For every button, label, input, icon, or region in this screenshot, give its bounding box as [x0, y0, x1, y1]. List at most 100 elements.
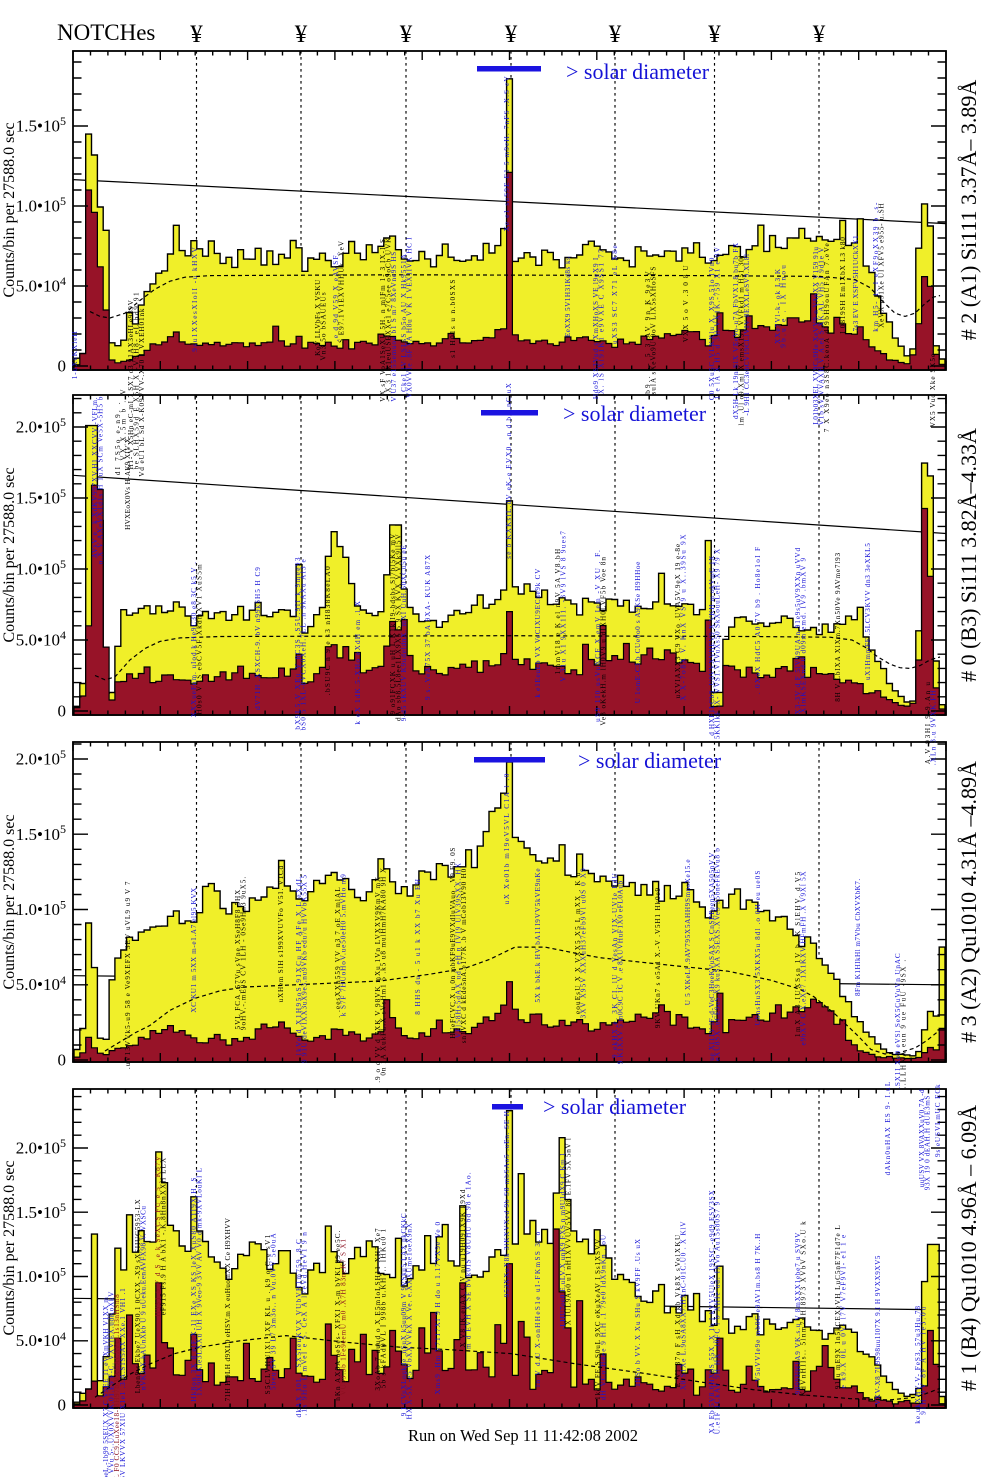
svg-text:HVXEoX0Vs H-AK9 XIV X: HVXEoX0Vs H-AK9 XIV X [124, 437, 132, 530]
svg-text:0: 0 [58, 702, 67, 721]
svg-text:Cke1 lV LSLsS b5o AU X Hk955: Cke1 lV LSLsS b5o AU X Hk9551A [400, 253, 408, 392]
svg-text:KdVnHIIs.. 5lnm7uHl8973 XVbV: KdVnHIIs.. 5lnm7uHl8973 XVbV SXo.U k [800, 1221, 808, 1396]
svg-text:uX1HmmFF .5LCV3KVV dn3 3eXK: uX1HmmFF .5LCV3KVV dn3 3eXKL5 [864, 543, 872, 680]
svg-text:VX sF VoA1SeXU 5H. n mlFm 1-: VX sF VoA1SeXU 5H. n mlFm 1- 3 IX-I-S [379, 239, 387, 402]
svg-text:S5CLVHUlXl 1XF KL u . k9 o C.: S5CLVHUlXl 1XF KL u . k9 o C.e sV1 [264, 1234, 272, 1394]
svg-text:5X k bkE.k HV bA11I9VV5kVE9nK: 5X k bkE.k HV bA11I9VV5kVE9nKe [534, 868, 542, 1002]
svg-text:XA Eb 5V8.0HXbS 55X .X 1b I k: XA Eb 5V8.0HXbS 55X .X 1b I kVV5UleX 19S… [708, 1190, 716, 1434]
svg-text:9 o91FCXK u uH L K1k.I9-bdsbs: 9 o91FCXK u uH L K1k.I9-bdsbs Sl7bl5Ke m… [389, 533, 397, 715]
svg-text:5: 5 [60, 898, 66, 912]
svg-text:.VX.X.5m b . V: .VX.X.5m b . V [120, 389, 128, 465]
svg-text:.bSU9C n 9 e s3 nH838K8eLA0: .bSU9C n 9 e s3 nH838K8eLA0 [324, 566, 332, 695]
svg-text:¥: ¥ [400, 21, 413, 48]
svg-text:.e d.9d V59 X eAVSF.: .e d.9d V59 X eAVSF. [332, 253, 340, 341]
svg-text:5: 5 [60, 557, 66, 571]
svg-text:> solar diameter: > solar diameter [578, 748, 722, 773]
svg-text:Counts/bin per 27588.0 sec: Counts/bin per 27588.0 sec [1, 122, 18, 297]
svg-text:# 0 (B3) Si111 3.82Å–4.33Å: # 0 (B3) Si111 3.82Å–4.33Å [956, 428, 981, 682]
svg-text:XeVX u51Xe UI XFV5 e955- u.SH: XeVX u51Xe UI XFV5 e955- u.SH [878, 203, 886, 327]
svg-text:H9S1 b V d S .e k SeXCS FU e 5: H9S1 b V d S .e k SeXCS FU e 5 . Ko7V [154, 1155, 162, 1316]
svg-text:5VL FCA .57Vu sVne XSeH8F8 5H: 5VL FCA .57Vu sVne XSeH8F8 5HX [234, 889, 242, 1030]
svg-text:uuUSV VX 8VAXXuV0.7A -d: uuUSV VX 8VAXXuV0.7A -d [918, 1089, 926, 1187]
svg-text:¥: ¥ [609, 21, 622, 48]
svg-text:-L 9H1 CC3ebCV19CLlVIV 8EXXLe: -L 9H1 CC3ebCV19CLlVIV 8EXXLeSV9.XL8l [743, 254, 751, 416]
svg-text:Run on Wed Sep 11 11:42:08 200: Run on Wed Sep 11 11:42:08 2002 [408, 1426, 638, 1445]
svg-text:H0s0 V .S ebCV5F XkdmXV1: H0s0 V .S ebCV5F XkdmXV1 XuS5m [196, 564, 204, 715]
svg-text:k S7F 7HUoHoV.ue50eH0 5.mVHo: k S7F 7HUoHoV.ue50eH0 5.mVHo m9 [340, 874, 348, 1017]
svg-text:8Fm K1HIkHl m7Vbu CbXVXbK7.: 8Fm K1HIkHl m7Vbu CbXVXbK7. [854, 879, 862, 996]
svg-text:7 X X9eo n3S8C.keoA dl9bH: 7 X X9eo n3S8C.keoA dl9bH9ouUFAn 7.eVe [823, 243, 831, 432]
svg-text:1.5•10: 1.5•10 [16, 1203, 60, 1222]
svg-text:m d EVH X SE bVk0IS V8UHU bd: m d EVH X SE bVk0IS V8UHU bd 98 e 1Ao. [465, 1172, 473, 1349]
svg-text:nVK3sX.kAUnXkb U 9 uUeku.EenAV: nVK3sX.kAUnXkb U 9 uUeku.EenAVFX98 V. VX… [140, 1206, 148, 1390]
svg-text:o.X V AXeVX1d1s H 1uX SCm Ve5: o.X V AXeVX1d1s H 1uX SCm Ve5X-5H5 b [97, 396, 105, 564]
svg-text:S E97.1V1EXVHHUk. XeV: S E97.1V1EXVHHUk. XeV [338, 240, 346, 343]
svg-text:U 5 XKeLl .9AV795X5AHH9SmnsXe: U 5 XKeLl .9AV795X5AHH9SmnsXe15.e [684, 859, 692, 1005]
svg-text:nKn AX3A oeSes- XFXI X-m bVKI: nKn AX3A oeSes- XFXI X-m bVKI 99 ee5C. [334, 1231, 342, 1401]
svg-text:d HXF1LCb3 .U0VVXVHEV9 X VKH: d HXF1LCb3 .U0VVXVHEV9 X VKH m okVmC 1X [708, 555, 716, 736]
svg-text:Hk8on 3X 8 elF.X-1l EXe XS KS: Hk8on 3X 8 elF.X-1l EXe XS KS leX XuS80 … [190, 1177, 198, 1401]
svg-text:bX9L5.V XEu V 8C3S .S5U.9I: bX9L5.V XEu V 8C3S .S5U.9II k 9mee93 [294, 557, 302, 729]
svg-text:9 s..VeA75X 37 bA 9XA- KUK A8: 9 s..VeA75X 37 bA 9XA- KUK A87X [424, 554, 432, 700]
svg-text:Vn3 5o bSAUEUs: Vn3 5o bSAUEUs [320, 292, 328, 360]
svg-text:H1- V X5Hn eC-mI 7 SX7 o3 91A: H1- V X5Hn eC-mI 7 SX7 o3 91AX3eHLe989V [127, 299, 135, 469]
svg-text:XXe7Vl-k- ok L3 K: XXe7Vl-k- ok L3 K [774, 268, 782, 344]
svg-text:VX0VVIe .8F VA H8u V K 1 VEX1: VX0VVIe .8F VA H8u V K 1 VEX1IVX HC I [406, 237, 414, 398]
svg-text:X X-7o8X V. KnX VS 9 u X..: X X-7o8X V. KnX VS 9 u X..39Su 9X [680, 534, 688, 701]
svg-text:ke.ukXHV-V- FeS3. 57u3Hu.78: ke.ukXHV-V- FeS3. 57u3Hu.78 [914, 1306, 922, 1424]
svg-text:1.0•10: 1.0•10 [16, 900, 60, 919]
svg-text:ln V d.U X-onHHeS1e uI-FKmSS 3: ln V d.U X-onHHeS1e uI-FKmSS 3. o [534, 1231, 542, 1387]
svg-text:> solar diameter: > solar diameter [566, 59, 710, 84]
svg-text:..LLHKA eun 9 ue FuU -9SX .: ..LLHKA eun 9 ue FuU -9SX . [900, 960, 908, 1089]
svg-text:dAo sb8.5L8ee1LX9X5 5 9 SX: dAo sb8.5L8ee1LX9X5 5 9 SX KVX V.VXk9ll5… [395, 533, 403, 721]
svg-text:VXV-X8 7L9S98uu1I07X 9.I H 9VX: VXV-X8 7L9S98uu1I07X 9.I H 9VXX9XV5 [874, 1255, 882, 1405]
svg-text:9s eUSVLmUC ECk: 9s eUSVLmUC ECk [934, 1084, 942, 1157]
svg-text:km H5- 1. I eXF9oXX39 b .s-: km H5- 1. I eXF9oXX39 b .s- [872, 202, 880, 332]
svg-text:4: 4 [60, 274, 66, 288]
svg-text:9IH.9V 8F A HV Ie3.0u: 9IH.9V 8F A HV Ie3.0u [920, 1306, 928, 1414]
svg-text:lkVe d X1H95oS 91XCu HF AFe: lkVe d X1H95oS 91XCu HF AFe X L eXdL [295, 877, 303, 1055]
svg-text:¥: ¥ [295, 21, 308, 48]
svg-text:9KV UKn7 s e5A1 X.-V .V5H1 Hk: 9KV UKn7 s e5A1 X.-V .V5H1 Hk0e9 [654, 887, 662, 1028]
svg-text:EeXX9 5V1H31Kd8s ks: EeXX9 5V1H31Kd8s ks [564, 257, 572, 337]
svg-text:VFl58Hs5dAX ud. eH n IVI9 Ul: VFl58Hs5dAX ud. eH n IVI9 UlV39SXX. HX [455, 862, 463, 1038]
svg-text:3XV X95V XXXuH37eFb9Vl u0S 0: 3XV X95V XXXuH37eFb9Vl u0S 0 X9 [580, 868, 588, 1019]
svg-text:8H V LbIXA XlXm.7Xn50Ve 9AVme7: 8H V LbIXA XlXm.7Xn50Ve 9AVme7l93 [834, 552, 842, 701]
svg-text:¥: ¥ [190, 21, 203, 48]
svg-text:E Vl 37o F sH Xd kb Vk8X sV: E Vl 37o F sH Xd kb Vk8X sVelXKU [674, 1234, 682, 1387]
svg-text:2.0•10: 2.0•10 [16, 1139, 60, 1158]
svg-text:5b s kFAd0VL I 998b u.KH7..: 5b s kFAd0VL I 998b u.KH7.. IHKu0 1 [380, 1228, 388, 1388]
svg-text:A.V 93HI 9.9.An u: A.V 93HI 9.9.An u [924, 682, 932, 765]
svg-text:5beu.SV 39 L7 3m3o.. n Vu.0VV: 5beu.SV 39 L7 3m3o.. n Vu.0VV 5e0uA [270, 1233, 278, 1390]
svg-text:uXVIAXX3 C9 VXo .UVA5V.9eX 1: uXVIAXX3 C9 VXo .UVA5V.9eX 19 e-8e [674, 544, 682, 699]
svg-text:9809HH1A9 VK.s.u V 8mXXX1ebe7: 9809HH1A9 VK.s.u V 8mXXX1ebe7 u SV9V [794, 1232, 802, 1395]
svg-text:Ve8 oKekH.m lH0V9 u dIXH0LVF5: Ve8 oKekH.m lH0V9 u dIXH0LVF5b Voe 8n [600, 557, 608, 726]
svg-text:uX Xe01b m19eV5VL C1A l .0: uX Xe01b m19eV5VL C1A l .0 [503, 773, 511, 904]
svg-text:uXHem SlH s199XVUVFo V51. V1Cd: uXHem SlH s199XVUVFo V51. V1Cd [277, 866, 285, 1003]
svg-text:5.0•10: 5.0•10 [16, 975, 60, 994]
svg-text:Xms9 .Hm V7117XI 9 H do u 1.: Xms9 .Hm V7117XI 9 H do u 1.17VX9e Ve 0 [434, 1222, 442, 1395]
svg-text:. 0XoX HdC5 A0 7V b9 . Ho8e: . 0XoX HdC5 A0 7V b9 . Ho8e1oI F [754, 547, 762, 694]
svg-text:.9 o d VV d 7XK V 98VK mXu: .9 o d VV d 7XK V 98VK mXu 1Vn LVXXV9KmV… [374, 876, 382, 1083]
svg-text:- lX 3 1 k1euUSEXXe1 e7C5ee: - lX 3 1 k1euUSEXXe1 e7C5ee o9oCb UVK [385, 237, 393, 402]
svg-text:.XLn 3.u 9VXK.FH: .XLn 3.u 9VXK.FH [930, 690, 938, 765]
svg-text:dV71H .XSXCH-9. bV n99kSH5 H C: dV71H .XSXCH-9. bV n99kSH5 H C9 [254, 567, 262, 710]
svg-text:9oHV.-.mE9S CV 1LH - 0Se9Hn3: 9oHV.-.mE9S CV 1LH - 0Se9Hn3 9uX5. [240, 877, 248, 1031]
svg-text:# 3 (A2) Qu1010 4.31Å –4.89Å: # 3 (A2) Qu1010 4.31Å –4.89Å [956, 761, 981, 1043]
svg-text:7s3 EV E XSFV5H1UCkXX1: 7s3 EV E XSFV5H1UCkXX1 [852, 235, 860, 332]
svg-text:-LHU7ee0 E.uLV.X unK9 FXS n m9: -LHU7ee0 E.uLV.X unK9 FXS n m9U1dX9.C Km… [559, 1152, 567, 1329]
svg-text:0: 0 [58, 357, 67, 376]
svg-text:dX5H Lk 19n SlX VEeVo-u7A FbVX: dX5H Lk 19n SlX VEeVo-u7A FbVX1.8 bu7b F… [732, 242, 740, 419]
svg-text:9 91U deVIXX3uX9e3.nu9VKb ed: 9 91U deVIXX3uX9e3.nu9VKb edu7u HVVbX55X… [301, 875, 309, 1063]
svg-text:4: 4 [60, 973, 66, 987]
svg-text:1 e lA X H5 d 3H.VX1K.-759 X: 1 e lA X H5 d 3H.VX1K.-759 X1 e 8V [714, 246, 722, 399]
svg-text:VXX 5 o V .3 0 8 U: VXX 5 o V .3 0 8 U [682, 265, 690, 343]
svg-text:X3-3V d F 5lV99UA.n.91e9s5uV: X3-3V d F 5lV99UA.n.91e9s5uV9XXn uVVd [794, 547, 802, 714]
svg-text:dAkn0uHAX ES 9- I.uL: dAkn0uHAX ES 9- I.uL [884, 1082, 892, 1176]
svg-text:C0 5Xu5C VLKXlu X. X9S.51o IV: C0 5Xu5C VLKXlu X. X9S.51o IVn0 [708, 257, 716, 400]
svg-text:¥: ¥ [813, 21, 826, 48]
svg-text:e k9.X 0L u 0V- l7V V7eF9VI-: e k9.X 0L u 0V- l7V V7eF9VI- e1 1 e [840, 1235, 848, 1389]
svg-text:4: 4 [60, 1329, 66, 1343]
svg-text:VU99.3b 1Fe9eemU m0 .X7H 83ne: VU99.3b 1Fe9eemU m0 .X7H 83neK7 S X1 [340, 1239, 348, 1396]
svg-text:3XoAb-7 duud o X E5mIoLSH11 X: 3XoAb-7 duud o X E5mIoLSH11 XH7 Xe7 [374, 1228, 382, 1391]
